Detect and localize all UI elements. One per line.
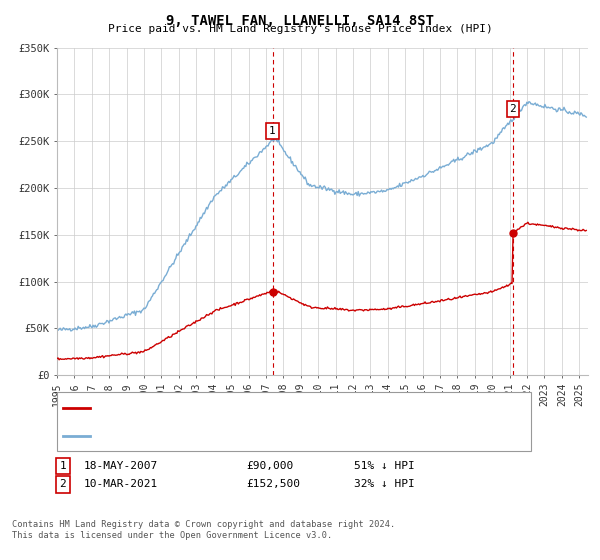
Text: 2: 2 [59,479,67,489]
Text: 2: 2 [509,104,517,114]
Text: This data is licensed under the Open Government Licence v3.0.: This data is licensed under the Open Gov… [12,531,332,540]
Text: 9, TAWEL FAN, LLANELLI, SA14 8ST (detached house): 9, TAWEL FAN, LLANELLI, SA14 8ST (detach… [94,403,400,413]
Text: 9, TAWEL FAN, LLANELLI, SA14 8ST: 9, TAWEL FAN, LLANELLI, SA14 8ST [166,14,434,28]
Text: 1: 1 [59,461,67,471]
Text: £90,000: £90,000 [246,461,293,471]
Text: HPI: Average price, detached house, Carmarthenshire: HPI: Average price, detached house, Carm… [94,431,413,441]
Text: Contains HM Land Registry data © Crown copyright and database right 2024.: Contains HM Land Registry data © Crown c… [12,520,395,529]
Text: Price paid vs. HM Land Registry's House Price Index (HPI): Price paid vs. HM Land Registry's House … [107,24,493,34]
Text: £152,500: £152,500 [246,479,300,489]
Text: 32% ↓ HPI: 32% ↓ HPI [354,479,415,489]
Text: 18-MAY-2007: 18-MAY-2007 [84,461,158,471]
Text: 1: 1 [269,126,276,136]
Text: 10-MAR-2021: 10-MAR-2021 [84,479,158,489]
Text: 51% ↓ HPI: 51% ↓ HPI [354,461,415,471]
